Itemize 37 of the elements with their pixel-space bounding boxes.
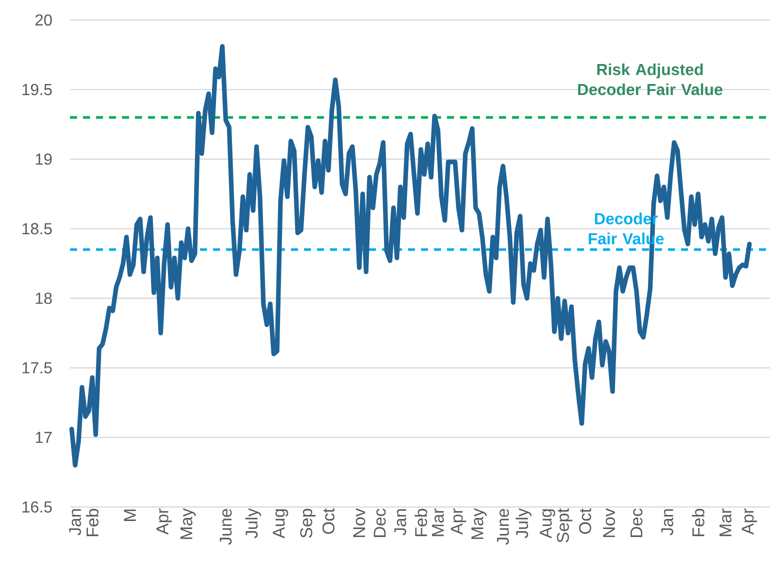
x-tick-label: Apr: [742, 508, 758, 535]
x-tick-label: Jan: [661, 509, 674, 536]
y-tick-label: 20: [35, 14, 52, 26]
x-tick-label: Dec: [374, 508, 386, 538]
x-tick-label: Sep: [300, 508, 316, 538]
x-tick-label: Apr: [450, 508, 466, 535]
x-tick-label: Nov: [603, 508, 616, 538]
x-tick-label: Mar: [720, 508, 732, 536]
x-tick-label: Mar: [432, 508, 444, 536]
x-tick-label: Oct: [322, 508, 334, 534]
y-tick-label: 19.5: [22, 84, 52, 96]
x-tick-label: Feb: [86, 508, 98, 536]
x-tick-label: June: [220, 508, 232, 545]
x-tick-label: May: [471, 508, 487, 539]
x-tick-label: Aug: [272, 509, 288, 538]
x-tick-label: Feb: [692, 508, 704, 536]
y-tick-label: 18.5: [22, 223, 52, 234]
x-tick-label: Aug: [540, 509, 556, 538]
y-tick-label: 17.5: [22, 362, 52, 374]
x-tick-label: M: [124, 510, 136, 521]
x-tick-label: Oct: [579, 508, 592, 534]
x-tick-label: Dec: [630, 508, 642, 538]
x-tick-label: June: [497, 508, 509, 545]
x-tick-label: Jan: [69, 509, 82, 536]
x-tick-label: May: [180, 508, 196, 539]
x-tick-label: Jan: [394, 509, 406, 536]
x-tick-label: Nov: [353, 508, 366, 538]
y-tick-label: 18: [36, 292, 52, 304]
ref-line-label: Risk Adjusted Decoder Fair Value: [578, 63, 722, 96]
y-tick-label: 17: [36, 432, 52, 443]
x-tick-label: Apr: [156, 508, 172, 535]
x-tick-label: July: [516, 508, 532, 538]
x-tick-label: Feb: [414, 508, 428, 536]
x-tick-label: Sept: [556, 508, 572, 542]
x-tick-label: July: [245, 508, 262, 538]
y-tick-label: 16.5: [22, 501, 52, 513]
y-tick-label: 19: [36, 153, 52, 165]
